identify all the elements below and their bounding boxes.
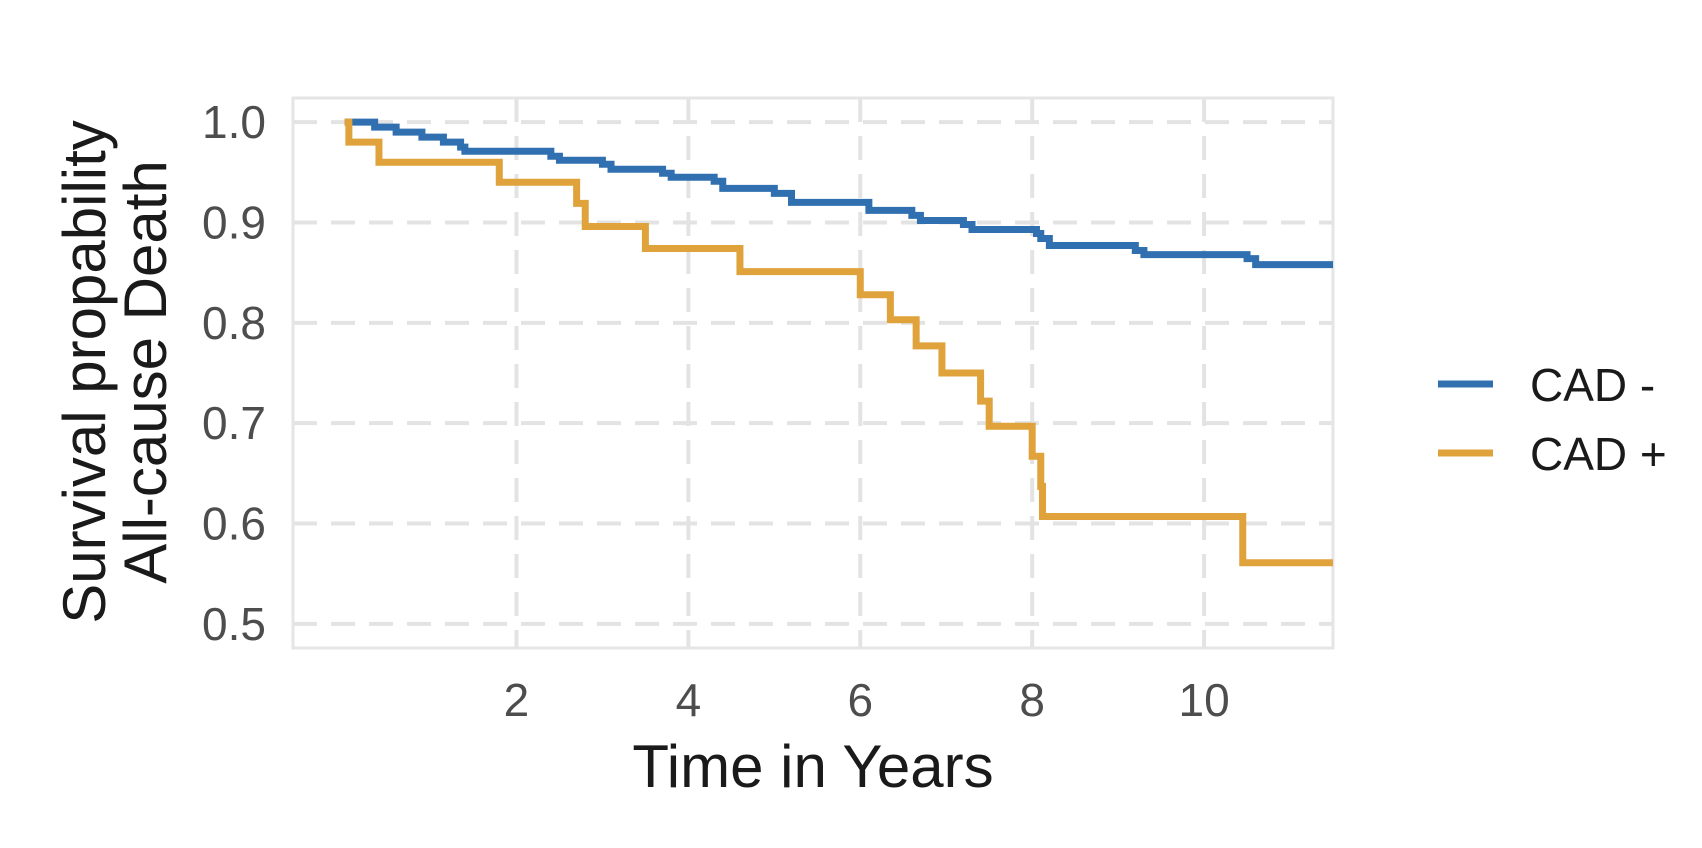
grid-lines xyxy=(293,98,1333,648)
x-tick-label: 4 xyxy=(676,674,702,726)
x-tick-label: 8 xyxy=(1019,674,1045,726)
y-axis-title-line-1: Survival propability xyxy=(51,120,118,624)
series-line-2 xyxy=(344,118,1333,567)
series-lines xyxy=(344,118,1333,567)
y-tick-label: 0.6 xyxy=(202,498,266,550)
y-tick-label: 1.0 xyxy=(202,96,266,148)
x-tick-labels: 2 4 6 8 10 xyxy=(504,674,1230,726)
legend: CAD - CAD + xyxy=(1438,359,1667,480)
y-tick-label: 0.5 xyxy=(202,598,266,650)
y-tick-label: 0.8 xyxy=(202,297,266,349)
series-line-1 xyxy=(344,118,1333,269)
legend-label: CAD - xyxy=(1530,359,1655,411)
x-tick-label: 6 xyxy=(847,674,873,726)
x-axis-title: Time in Years xyxy=(632,733,993,800)
y-tick-label: 0.7 xyxy=(202,397,266,449)
legend-label: CAD + xyxy=(1530,428,1667,480)
x-tick-label: 10 xyxy=(1178,674,1229,726)
y-axis-title-line-2: All-cause Death xyxy=(112,160,179,584)
y-tick-labels: 0.5 0.6 0.7 0.8 0.9 1.0 xyxy=(202,96,266,650)
y-tick-label: 0.9 xyxy=(202,196,266,248)
plot-frame xyxy=(291,96,1335,650)
x-tick-label: 2 xyxy=(504,674,530,726)
